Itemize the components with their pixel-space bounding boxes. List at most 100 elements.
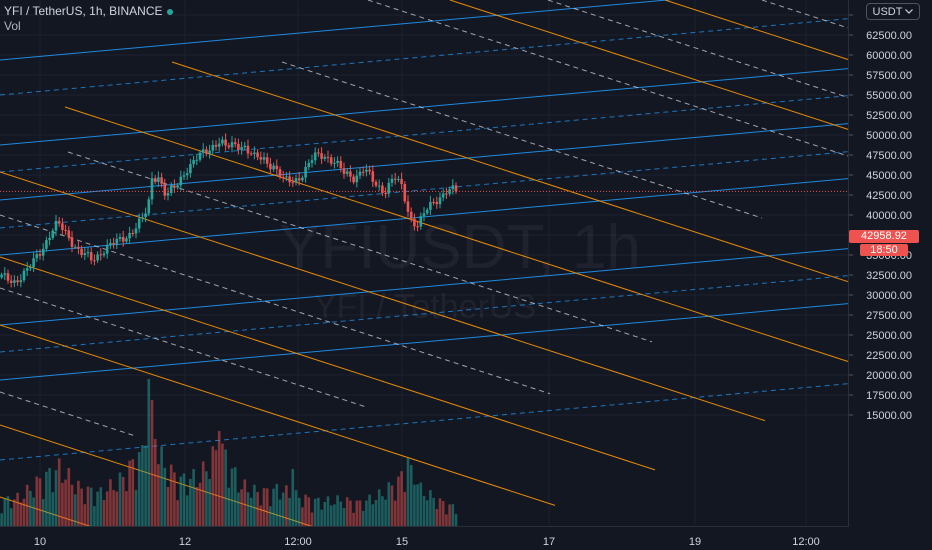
price-tick-label: 52500.00	[866, 110, 912, 122]
volume-bar	[365, 500, 368, 527]
volume-bar	[374, 499, 378, 527]
volume-bar	[166, 486, 170, 527]
candle-body	[240, 147, 243, 151]
candle-body	[432, 202, 435, 204]
volume-bar	[390, 485, 394, 527]
volume-bar	[249, 497, 253, 527]
candle-body	[141, 217, 144, 219]
candle-body	[374, 181, 378, 186]
time-tick-label: 12:00	[792, 536, 820, 548]
volume-bar	[73, 494, 77, 527]
volume-bar	[6, 496, 10, 527]
candle-body	[57, 221, 61, 224]
volume-bar	[281, 492, 285, 527]
candle-body	[320, 153, 323, 159]
candle-body	[429, 202, 432, 210]
volume-bar	[429, 490, 432, 527]
volume-bar	[99, 487, 103, 527]
volume-bar	[96, 491, 99, 527]
candle-body	[64, 229, 67, 231]
volume-bar	[355, 500, 359, 527]
volume-bar	[307, 497, 311, 527]
candle-body	[368, 169, 371, 172]
volume-bar	[285, 485, 288, 527]
time-axis-background	[0, 526, 849, 550]
symbol-info[interactable]: YFI / TetherUS, 1h, BINANCE	[4, 4, 173, 18]
candle-body	[326, 156, 330, 158]
price-tick-label: 45000.00	[866, 170, 912, 182]
candle-body	[205, 149, 208, 154]
price-tick-label: 17500.00	[866, 390, 912, 402]
candle-body	[19, 280, 23, 283]
volume-bar	[413, 484, 416, 527]
volume-bar	[35, 476, 39, 527]
fib-blue-line	[0, 18, 849, 96]
candle-body	[256, 152, 259, 158]
volume-bar	[147, 379, 151, 527]
candle-body	[393, 178, 397, 180]
fib-orange-line	[449, 0, 849, 130]
volume-bar	[438, 498, 442, 527]
volume-bar	[185, 495, 189, 527]
candle-body	[288, 176, 291, 183]
volume-bar	[137, 452, 141, 527]
price-axis[interactable]: 65000.0062500.0060000.0057500.0055000.00…	[848, 0, 932, 550]
volume-bar	[77, 480, 80, 527]
candle-body	[400, 178, 403, 185]
candle-body	[176, 185, 179, 188]
volume-bar	[384, 499, 387, 527]
volume-bar	[409, 465, 413, 527]
currency-button[interactable]: USDT	[866, 3, 920, 20]
bar-countdown-label: 18:50	[860, 244, 908, 256]
candle-body	[169, 185, 173, 194]
volume-bars	[0, 379, 458, 527]
volume-bar	[272, 488, 275, 527]
volume-bar	[45, 471, 48, 527]
candle-body	[54, 221, 58, 231]
candle-body	[22, 270, 26, 281]
volume-bar	[83, 504, 87, 527]
fib-blue-line	[0, 275, 849, 353]
volume-bar	[179, 476, 183, 527]
candle-body	[192, 160, 195, 165]
candle-body	[336, 160, 339, 163]
candle-body	[38, 254, 42, 256]
volume-bar	[115, 491, 119, 527]
candle-body	[13, 280, 16, 283]
price-tick-label: 57500.00	[866, 70, 912, 82]
candle-body	[233, 142, 237, 144]
candle-body	[297, 178, 301, 181]
candle-body	[80, 248, 83, 256]
candle-body	[32, 258, 35, 268]
volume-bar	[153, 439, 157, 527]
candle-body	[253, 152, 256, 154]
candle-body	[451, 185, 455, 190]
volume-bar	[118, 472, 122, 527]
volume-bar	[265, 488, 269, 527]
time-tick-label: 15	[396, 536, 408, 548]
candle-body	[211, 144, 215, 151]
volume-bar	[368, 494, 371, 527]
candle-body	[25, 268, 29, 271]
time-axis[interactable]: 10 12 12:00 15 17 19 12:00	[0, 526, 849, 550]
volume-legend[interactable]: Vol	[4, 19, 21, 33]
candle-body	[301, 177, 304, 181]
candle-body	[454, 185, 458, 192]
fib-dashed-line	[761, 0, 849, 29]
candle-body	[406, 201, 410, 212]
fib-dashed-line	[547, 0, 849, 98]
volume-bar	[57, 458, 61, 527]
candle-body	[291, 182, 295, 184]
volume-bar	[320, 509, 323, 527]
candle-body	[89, 252, 93, 261]
volume-bar	[157, 464, 160, 527]
candle-body	[198, 152, 202, 160]
volume-bar	[19, 502, 23, 527]
volume-bar	[51, 492, 55, 527]
volume-bar	[141, 445, 144, 527]
candle-body	[147, 199, 151, 214]
candle-body	[425, 209, 429, 214]
candle-body	[128, 232, 131, 239]
